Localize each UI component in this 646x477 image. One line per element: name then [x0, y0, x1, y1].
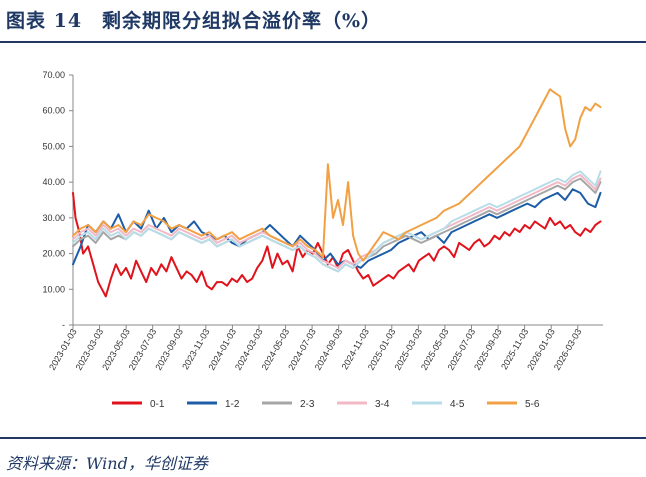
legend: 0-1 1-2 2-3 3-4 4-5 5-6: [112, 399, 540, 410]
legend-label-3-4: 3-4: [375, 399, 390, 410]
source-divider: [0, 437, 646, 439]
legend-label-2-3: 2-3: [300, 399, 315, 410]
y-tick-label: 10.00: [42, 284, 65, 294]
legend-label-5-6: 5-6: [525, 399, 540, 410]
series-line-4-5: [72, 170, 602, 273]
x-tick-label: 2026-03-03: [552, 327, 584, 372]
y-tick-label: 70.00: [42, 70, 65, 80]
series-line-1-2: [72, 188, 602, 269]
figure-title: 图表 14 剩余期限分组拟合溢价率（%）: [6, 10, 382, 32]
series-line-0-1: [72, 191, 602, 298]
series-line-5-6: [72, 88, 602, 262]
series-line-2-3: [72, 177, 602, 273]
legend-label-4-5: 4-5: [450, 399, 465, 410]
y-tick-label: 40.00: [42, 177, 65, 187]
premium-line-chart: -10.0020.0030.0040.0050.0060.0070.002023…: [42, 70, 603, 410]
y-tick-label: 50.00: [42, 141, 65, 151]
axes: -10.0020.0030.0040.0050.0060.0070.002023…: [42, 70, 603, 372]
y-tick-label: 20.00: [42, 249, 65, 259]
title-divider: [0, 41, 646, 43]
y-tick-label: -: [62, 320, 65, 330]
series-line-3-4: [72, 174, 602, 269]
y-tick-label: 30.00: [42, 213, 65, 223]
legend-label-0-1: 0-1: [150, 399, 165, 410]
legend-label-1-2: 1-2: [225, 399, 240, 410]
source-note: 资料来源：Wind，华创证券: [6, 454, 208, 473]
series-layer: [72, 88, 602, 298]
y-tick-label: 60.00: [42, 106, 65, 116]
